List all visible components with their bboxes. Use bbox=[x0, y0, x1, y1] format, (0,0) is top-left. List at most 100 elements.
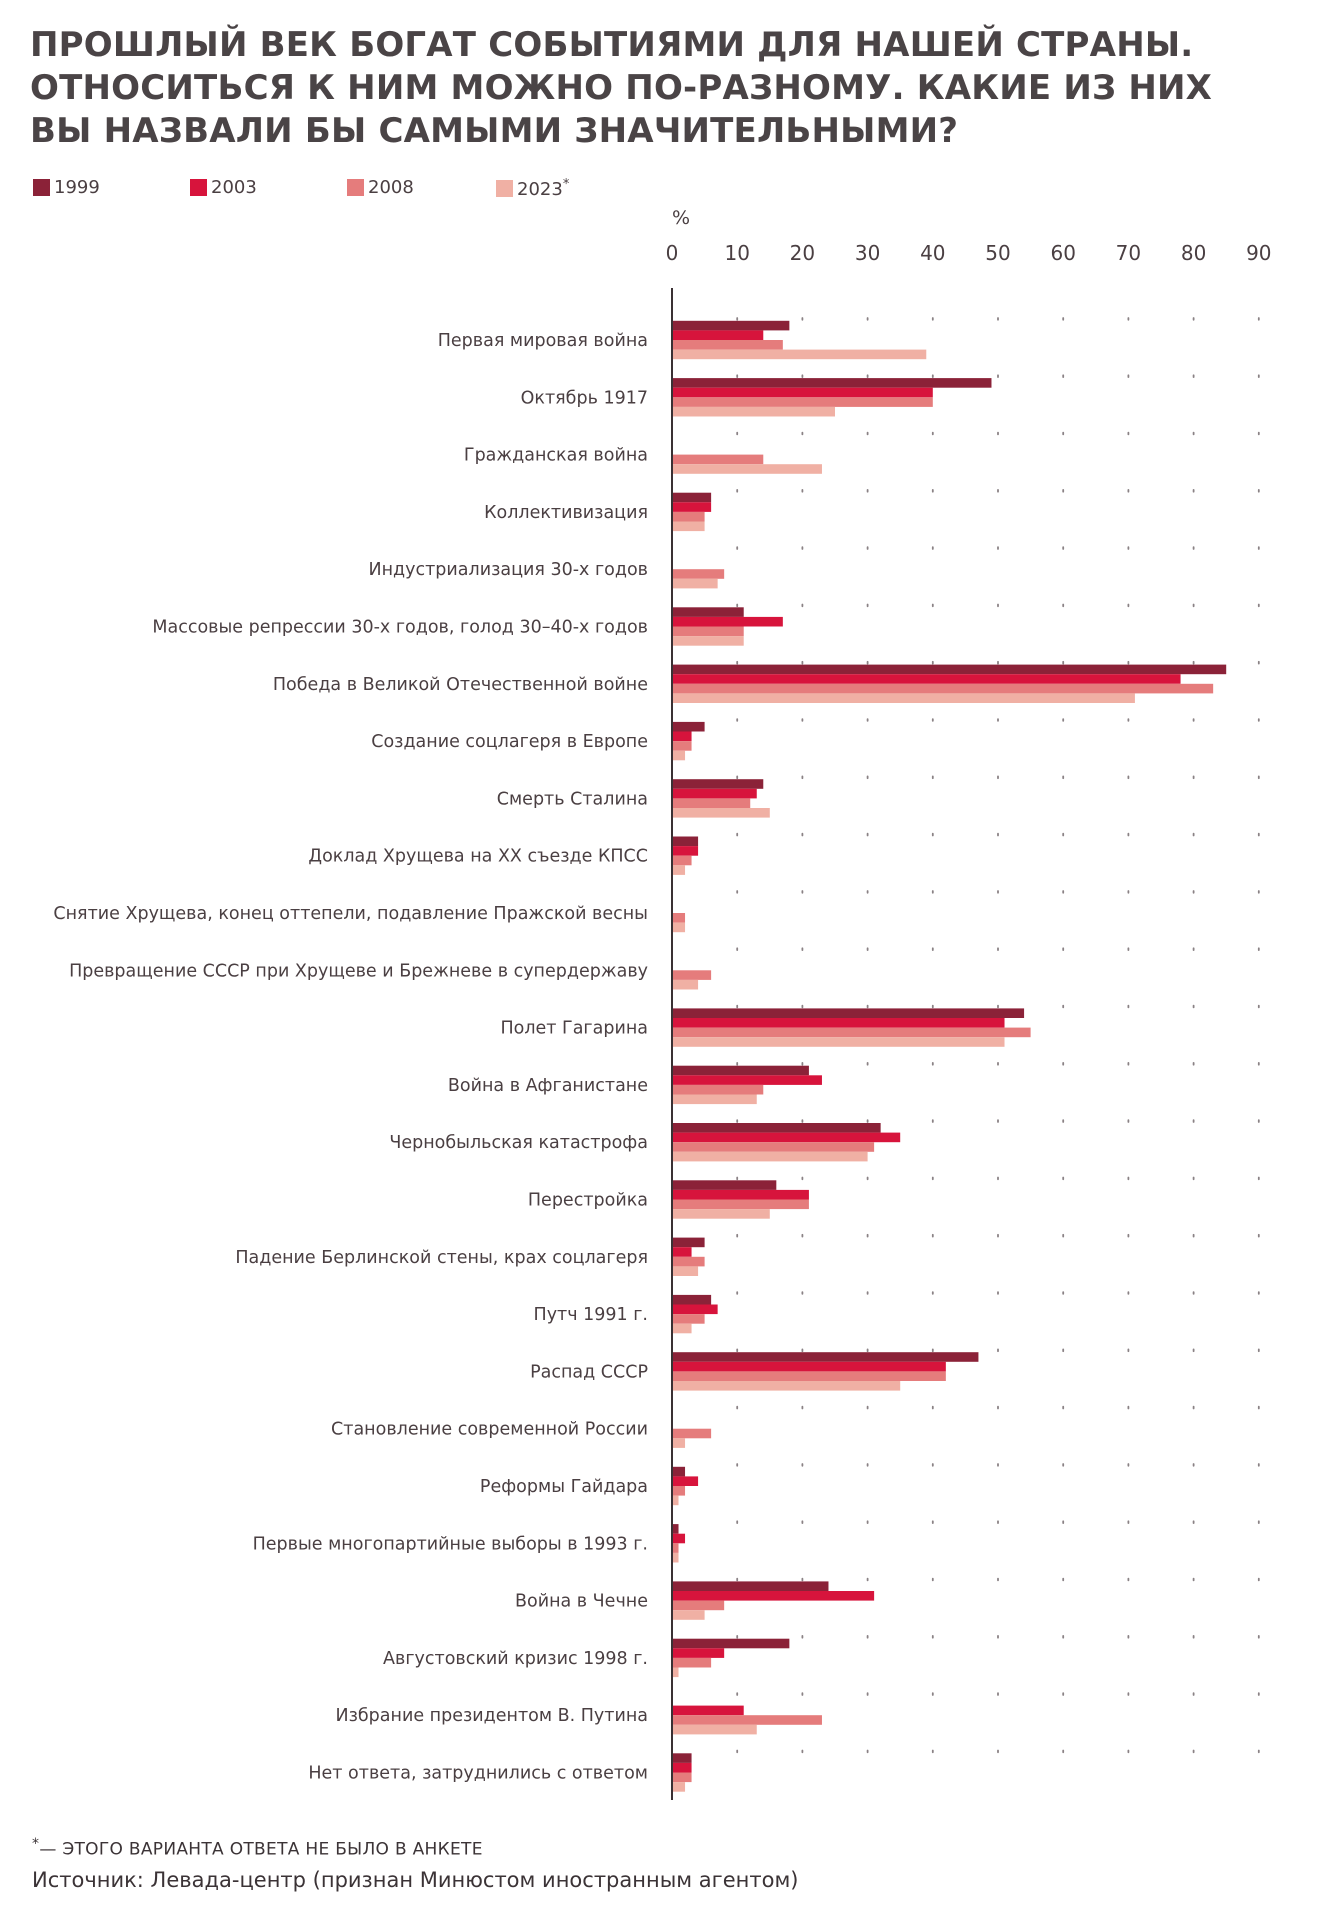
bar-1999 bbox=[672, 1123, 881, 1133]
bar-2008 bbox=[672, 683, 1214, 694]
bar-2003 bbox=[672, 1591, 875, 1601]
bar-2023 bbox=[672, 521, 705, 532]
bar-2008 bbox=[672, 855, 692, 866]
bar-2023 bbox=[672, 1782, 686, 1792]
bar-2023 bbox=[672, 578, 718, 589]
x-tick-label: 90 bbox=[1246, 241, 1271, 265]
bar-2023 bbox=[672, 693, 1135, 703]
bar-2008 bbox=[672, 741, 692, 751]
x-tick-label: 30 bbox=[855, 241, 880, 265]
bar-2003 bbox=[672, 1361, 946, 1372]
bar-2023 bbox=[672, 1495, 679, 1506]
bar-2023 bbox=[672, 865, 686, 875]
bar-1999 bbox=[672, 721, 705, 732]
bar-2008 bbox=[672, 1084, 764, 1095]
bar-2008 bbox=[672, 511, 705, 522]
bar-2023 bbox=[672, 349, 927, 360]
category-label: Первая мировая война bbox=[438, 331, 648, 351]
bar-2008 bbox=[672, 1027, 1031, 1038]
x-tick-label: 50 bbox=[985, 241, 1010, 265]
bar-1999 bbox=[672, 1180, 777, 1190]
category-label: Падение Берлинской стены, крах соцлагеря bbox=[235, 1248, 648, 1268]
bar-2008 bbox=[672, 1600, 725, 1611]
bar-2008 bbox=[672, 1256, 705, 1267]
bar-2003 bbox=[672, 788, 757, 799]
bar-2023 bbox=[672, 1438, 686, 1448]
bar-2008 bbox=[672, 1371, 946, 1381]
axis-unit-label: % bbox=[672, 207, 690, 229]
title-line: Относиться к ним можно по-разному. Какие… bbox=[30, 68, 1213, 108]
chart-title: Прошлый век богат событиями для нашей ст… bbox=[30, 24, 1230, 153]
legend-star: * bbox=[562, 177, 570, 192]
category-label: Превращение СССР при Хрущеве и Брежневе … bbox=[69, 961, 648, 981]
category-label: Августовский кризис 1998 г. bbox=[383, 1649, 648, 1669]
bar-2008 bbox=[672, 1428, 712, 1439]
bar-2003 bbox=[672, 1762, 692, 1773]
category-label: Доклад Хрущева на XX съезде КПСС bbox=[308, 847, 648, 867]
legend-label: 2008 bbox=[368, 177, 414, 198]
bar-2003 bbox=[672, 1189, 809, 1200]
bar-2003 bbox=[672, 846, 699, 856]
x-tick-label: 0 bbox=[666, 241, 679, 265]
legend-label: 2003 bbox=[211, 177, 257, 198]
category-label: Избрание президентом В. Путина bbox=[335, 1706, 648, 1726]
category-label: Путч 1991 г. bbox=[534, 1305, 648, 1325]
bar-2008 bbox=[672, 1142, 875, 1152]
bar-2023 bbox=[672, 1724, 757, 1735]
bar-2023 bbox=[672, 464, 822, 474]
bar-2003 bbox=[672, 616, 783, 627]
category-label: Реформы Гайдара bbox=[480, 1477, 648, 1497]
legend: 1999 2003 2008 2023* bbox=[0, 177, 1324, 207]
bar-1999 bbox=[672, 1352, 979, 1362]
bar-2003 bbox=[672, 1705, 744, 1716]
legend-item-2003: 2003 bbox=[190, 177, 257, 198]
bar-1999 bbox=[672, 1753, 692, 1763]
category-label: Первые многопартийные выборы в 1993 г. bbox=[253, 1534, 648, 1554]
bar-2008 bbox=[672, 454, 764, 465]
bar-1999 bbox=[672, 1638, 790, 1649]
bar-2003 bbox=[672, 1476, 699, 1486]
bar-1999 bbox=[672, 779, 764, 789]
category-label: Распад СССР bbox=[530, 1362, 648, 1382]
x-tick-label: 70 bbox=[1116, 241, 1141, 265]
bar-2008 bbox=[672, 798, 751, 808]
bar-2023 bbox=[672, 1552, 679, 1563]
category-label: Смерть Сталина bbox=[497, 789, 648, 809]
bar-2023 bbox=[672, 636, 744, 646]
bar-2023 bbox=[672, 1323, 692, 1334]
bar-2003 bbox=[672, 387, 933, 398]
bar-2003 bbox=[672, 330, 764, 340]
bar-2023 bbox=[672, 1381, 901, 1391]
bar-2008 bbox=[672, 1199, 809, 1210]
legend-swatch bbox=[190, 179, 207, 196]
bar-2003 bbox=[672, 1247, 692, 1257]
category-label: Октябрь 1917 bbox=[521, 388, 648, 408]
category-label: Война в Афганистане bbox=[448, 1076, 648, 1096]
bar-2023 bbox=[672, 1094, 757, 1105]
bar-2023 bbox=[672, 1667, 679, 1678]
bar-1999 bbox=[672, 607, 744, 617]
bar-2008 bbox=[672, 913, 686, 923]
footnote: *— этого варианта ответа не было в анкет… bbox=[32, 1836, 798, 1860]
title-line: Прошлый век богат событиями для нашей ст… bbox=[30, 25, 1194, 65]
bar-2008 bbox=[672, 1657, 712, 1668]
bar-2008 bbox=[672, 970, 712, 980]
bar-1999 bbox=[672, 664, 1227, 675]
x-tick-label: 40 bbox=[920, 241, 945, 265]
bar-1999 bbox=[672, 1294, 712, 1305]
bar-1999 bbox=[672, 1008, 1025, 1018]
bar-2023 bbox=[672, 922, 686, 933]
bar-2023 bbox=[672, 1037, 1005, 1047]
category-label: Коллективизация bbox=[484, 503, 648, 523]
bar-2003 bbox=[672, 1648, 725, 1658]
bar-2023 bbox=[672, 808, 770, 818]
legend-swatch bbox=[33, 179, 50, 196]
legend-swatch bbox=[347, 179, 364, 196]
legend-item-2008: 2008 bbox=[347, 177, 414, 198]
bar-2003 bbox=[672, 731, 692, 742]
source: Источник: Левада-центр (признан Минюстом… bbox=[32, 1867, 799, 1892]
legend-label-text: 2023 bbox=[517, 179, 563, 200]
bar-2008 bbox=[672, 397, 933, 407]
bar-2023 bbox=[672, 979, 699, 990]
